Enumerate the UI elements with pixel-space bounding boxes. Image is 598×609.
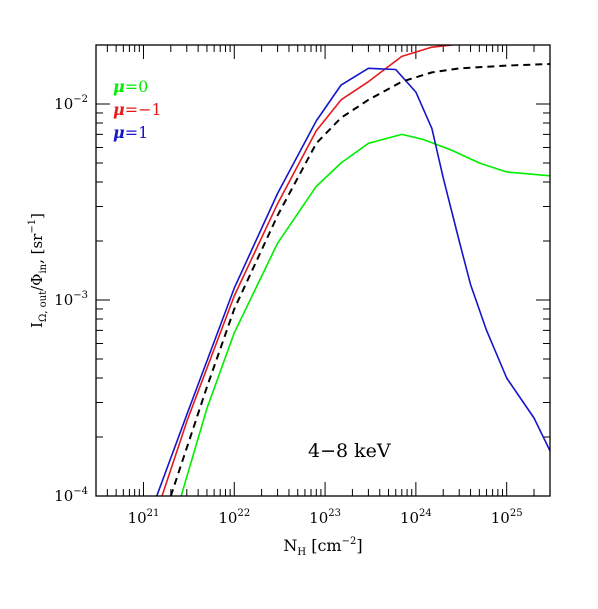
y-tick-label: 10−4 [54, 486, 88, 505]
plot-frame [95, 44, 551, 497]
legend: μ=0 μ=−1 μ=1 [113, 77, 162, 142]
y-tick-label: 10−2 [54, 94, 88, 113]
x-tick-label: 1021 [128, 508, 160, 527]
x-tick-label: 1022 [218, 508, 250, 527]
series-line-2 [155, 67, 550, 496]
x-axis-label: NH [cm−2] [283, 536, 362, 558]
legend-entry-2: μ=1 [113, 123, 148, 142]
legend-entry-1: μ=−1 [113, 100, 162, 119]
y-axis-label: IΩ, out/Φin, [sr−1] [27, 213, 49, 328]
series-layer [155, 45, 550, 496]
legend-entry-0: μ=0 [113, 77, 148, 96]
x-tick-label: 1023 [309, 508, 341, 527]
x-tick-label: 1025 [491, 508, 523, 527]
minor-ticks [95, 44, 551, 496]
series-line-dashed [169, 62, 550, 496]
series-line-0 [180, 133, 550, 496]
x-tick-labels: 1021 1022 1023 1024 1025 [128, 508, 523, 527]
y-tick-labels: 10−4 10−3 10−2 [54, 94, 88, 505]
y-tick-label: 10−3 [54, 290, 88, 309]
major-ticks [96, 45, 550, 497]
energy-band-annotation: 4−8 keV [308, 440, 391, 462]
series-line-1 [161, 45, 459, 496]
x-tick-label: 1024 [400, 508, 432, 527]
